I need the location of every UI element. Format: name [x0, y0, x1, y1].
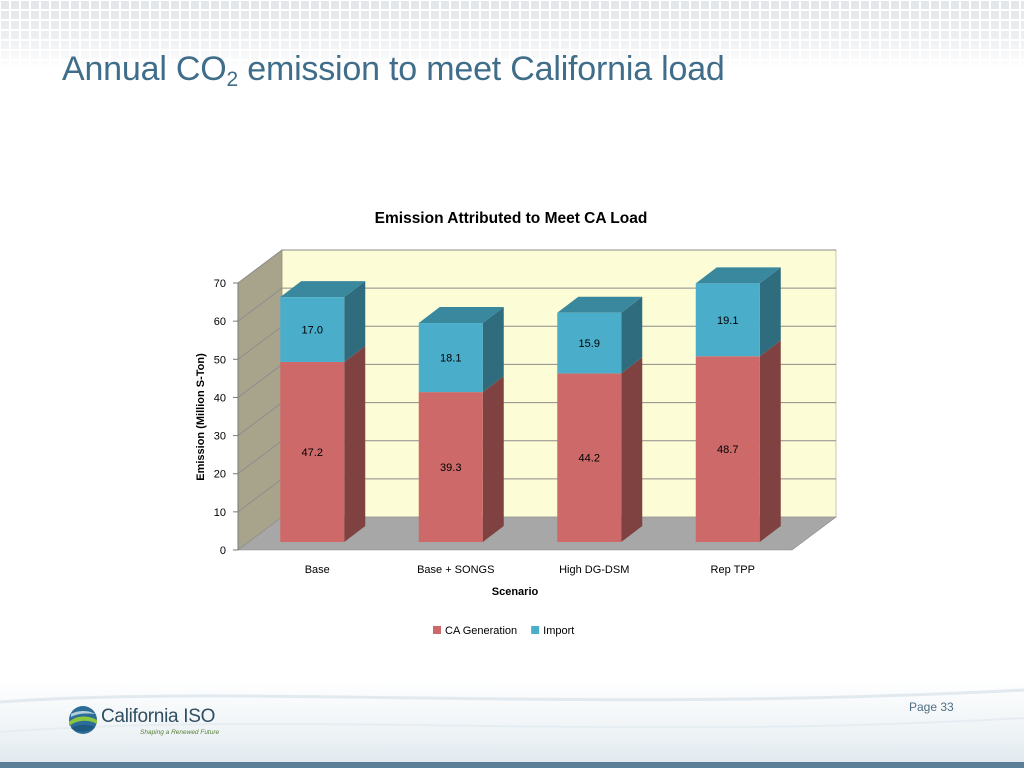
logo-globe-icon — [69, 706, 97, 734]
bar-import — [280, 297, 345, 362]
gridline — [237, 249, 836, 284]
y-tick-label: 10 — [214, 507, 226, 519]
bar-ca-generation — [557, 373, 622, 542]
bar-import — [557, 312, 622, 374]
data-label-import: 17.0 — [302, 325, 323, 337]
page-number: Page 33 — [909, 700, 954, 714]
y-tick-label: 60 — [214, 316, 226, 328]
bar-side-import — [621, 296, 643, 374]
slide-title-subscript: 2 — [226, 68, 239, 91]
data-label-import: 15.9 — [579, 338, 600, 350]
plot-floor — [237, 516, 837, 551]
bar-top-import — [418, 307, 504, 324]
bar-side-import — [344, 281, 366, 362]
bar-side-ca-generation — [759, 340, 781, 542]
plot-side-wall — [237, 249, 283, 551]
y-tick-label: 30 — [214, 431, 226, 443]
y-tick-label: 0 — [220, 545, 226, 557]
logo-name: California ISO — [101, 706, 216, 727]
california-iso-logo: California ISO Shaping a Renewed Future — [68, 704, 238, 740]
bar-side-ca-generation — [621, 357, 643, 542]
bar-ca-generation — [418, 392, 483, 542]
y-tick-label: 20 — [214, 469, 226, 481]
bar-ca-generation — [695, 356, 760, 542]
bar-side-ca-generation — [482, 376, 504, 542]
bar-side-import — [482, 307, 504, 393]
data-label-ca-generation: 47.2 — [302, 447, 323, 459]
bar-import — [695, 283, 760, 357]
x-tick-label: Base — [305, 564, 330, 576]
bar-top-import — [557, 296, 643, 313]
y-tick-label: 50 — [214, 354, 226, 366]
legend-label: CA Generation — [445, 625, 517, 637]
bar-top-import — [280, 281, 366, 298]
data-label-import: 19.1 — [717, 315, 738, 327]
x-axis-title: Scenario — [492, 586, 539, 598]
legend-swatch-ca-generation — [433, 626, 441, 634]
slide-title: Annual CO2 emission to meet California l… — [62, 50, 725, 91]
y-tick-label: 40 — [214, 392, 226, 404]
bar-import — [418, 323, 483, 393]
bar-ca-generation — [280, 361, 345, 542]
data-label-ca-generation: 39.3 — [440, 462, 461, 474]
legend-swatch-import — [531, 626, 540, 634]
bar-top-import — [695, 267, 781, 284]
x-tick-label: Rep TPP — [711, 564, 755, 576]
x-tick-label: Base + SONGS — [417, 564, 494, 576]
y-tick-label: 70 — [214, 278, 226, 290]
x-tick-label: High DG-DSM — [559, 564, 629, 576]
data-label-ca-generation: 48.7 — [717, 444, 738, 456]
y-axis-title: Emission (Million S-Ton) — [195, 353, 207, 481]
data-label-ca-generation: 44.2 — [579, 453, 600, 465]
chart-title: Emission Attributed to Meet CA Load — [375, 210, 648, 227]
footer-wave — [0, 680, 1024, 768]
logo-tagline: Shaping a Renewed Future — [140, 729, 220, 736]
slide-title-rest: emission to meet California load — [238, 50, 725, 88]
gridline — [237, 287, 836, 322]
data-label-import: 18.1 — [440, 353, 461, 365]
legend-label: Import — [543, 625, 574, 637]
header-dot-pattern — [0, 0, 1024, 68]
slide-title-main: Annual CO — [62, 50, 227, 88]
bar-side-import — [759, 267, 781, 357]
bar-side-ca-generation — [344, 345, 366, 542]
